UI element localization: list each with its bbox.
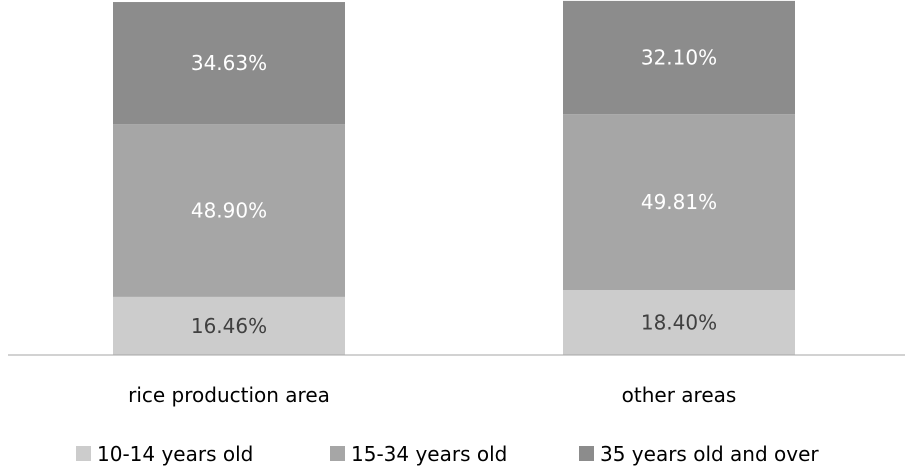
legend-item: 15-34 years old: [330, 442, 507, 466]
category-label: other areas: [622, 383, 737, 407]
data-label: 32.10%: [641, 46, 717, 70]
plot-area: 16.46% 48.90% 34.63% 18.40% 49.81% 32.10%: [113, 0, 795, 355]
data-label: 18.40%: [641, 311, 717, 335]
bar-segment: [113, 124, 345, 297]
bar-segment: [113, 296, 345, 355]
bar-segment: [563, 0, 795, 115]
category-axis-labels: rice production area other areas: [128, 383, 736, 407]
legend: 10-14 years old 15-34 years old 35 years o…: [76, 442, 819, 466]
bar-segment: [563, 290, 795, 355]
legend-label: 10-14 years old: [97, 442, 253, 466]
legend-item: 10-14 years old: [76, 442, 253, 466]
legend-swatch: [76, 446, 91, 461]
legend-swatch: [579, 446, 594, 461]
legend-swatch: [330, 446, 345, 461]
data-label: 34.63%: [191, 51, 267, 75]
legend-item: 35 years old and over: [579, 442, 819, 466]
bar-segment: [563, 114, 795, 291]
category-label: rice production area: [128, 383, 330, 407]
data-label: 48.90%: [191, 199, 267, 223]
data-label: 16.46%: [191, 314, 267, 338]
data-label: 49.81%: [641, 190, 717, 214]
legend-label: 15-34 years old: [351, 442, 507, 466]
bar-segment: [113, 2, 345, 125]
legend-label: 35 years old and over: [600, 442, 819, 466]
